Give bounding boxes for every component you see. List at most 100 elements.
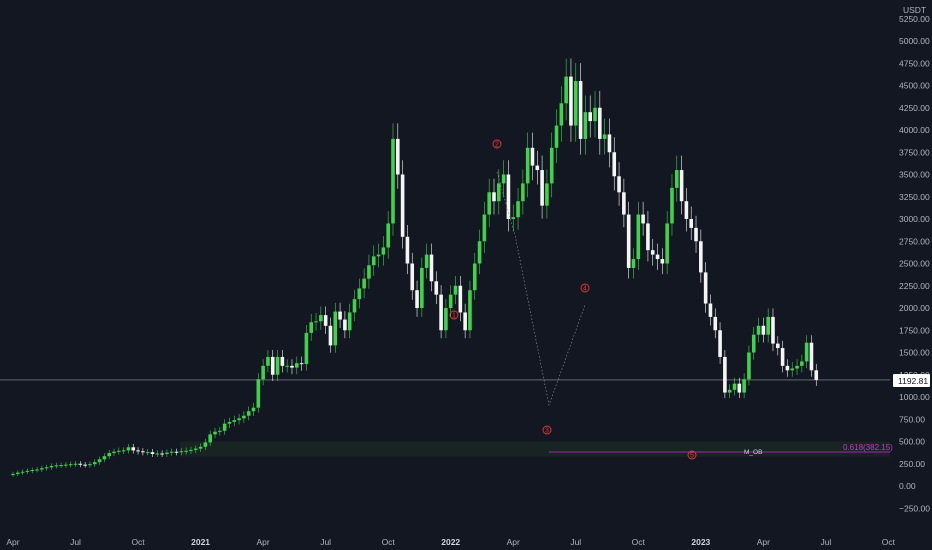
candle	[376, 243, 381, 268]
y-tick-label: 2750.00	[899, 236, 930, 246]
candle	[684, 188, 689, 232]
order-block-layer	[0, 379, 890, 457]
svg-text:5: 5	[690, 453, 694, 460]
candle	[559, 86, 564, 142]
candle	[107, 449, 111, 460]
candle	[237, 413, 241, 425]
candle	[193, 445, 198, 454]
candle	[232, 415, 237, 427]
wave-5-label: 5	[687, 450, 697, 460]
svg-text:4: 4	[583, 286, 587, 293]
candle	[492, 178, 496, 215]
y-tick-label: 750.00	[899, 414, 925, 424]
wave-2-label: 2	[492, 139, 502, 149]
candle	[261, 359, 265, 386]
candle	[179, 448, 184, 456]
candle	[78, 461, 83, 468]
x-tick-label: Apr	[6, 537, 19, 547]
candle	[713, 308, 718, 339]
order-block-zone	[180, 441, 890, 457]
candle	[386, 211, 390, 259]
candle	[742, 373, 746, 399]
candle	[434, 271, 439, 305]
candle	[578, 63, 583, 155]
candle	[472, 252, 477, 300]
candle	[92, 459, 97, 467]
candle	[131, 443, 136, 454]
candle	[699, 229, 703, 283]
wave-path	[496, 171, 586, 407]
candle	[222, 419, 227, 435]
y-tick-label: 2000.00	[899, 303, 930, 313]
candle	[487, 178, 491, 228]
candle	[429, 243, 434, 292]
candle	[198, 443, 203, 452]
candle	[804, 335, 809, 369]
candle	[309, 313, 314, 341]
candle-series	[11, 58, 819, 477]
candle	[174, 448, 179, 456]
candle	[73, 461, 78, 467]
candle	[400, 160, 405, 249]
candle	[121, 447, 126, 455]
candle	[660, 248, 665, 275]
candle	[617, 162, 621, 206]
candle	[218, 426, 222, 436]
candle	[59, 462, 63, 468]
candle	[49, 463, 54, 470]
candle	[347, 303, 352, 339]
candle	[333, 302, 338, 353]
candle	[497, 169, 501, 215]
y-tick-label: 3250.00	[899, 192, 930, 202]
svg-text:2: 2	[495, 142, 499, 149]
candle	[410, 252, 415, 300]
candle	[203, 438, 208, 451]
candle	[338, 302, 342, 329]
candle	[424, 243, 429, 279]
candle	[689, 206, 694, 241]
y-tick-label: 250.00	[899, 459, 925, 469]
candle	[703, 262, 708, 313]
wave-4-label: 4	[580, 283, 590, 293]
y-tick-label: 4000.00	[899, 125, 930, 135]
wave-1-label: 1	[449, 310, 459, 320]
candle	[569, 58, 573, 142]
candle	[251, 402, 256, 417]
candle	[785, 359, 790, 377]
candle	[136, 447, 140, 455]
candle	[670, 174, 674, 236]
candle	[602, 118, 607, 155]
y-tick-label: 4500.00	[899, 81, 930, 91]
candle	[650, 238, 655, 266]
candle	[280, 350, 285, 373]
candle	[751, 326, 756, 360]
x-tick-label: Apr	[757, 537, 770, 547]
candle	[20, 469, 25, 475]
y-tick-label: 2250.00	[899, 281, 930, 291]
candle	[790, 362, 795, 377]
candle	[809, 335, 814, 377]
fib-level-label: 0.618(382.15)	[843, 443, 893, 452]
y-tick-label: 2500.00	[899, 259, 930, 269]
candle	[521, 169, 525, 215]
y-tick-label: −250.00	[899, 503, 930, 513]
candle	[314, 312, 318, 331]
candle	[30, 467, 35, 474]
candle	[391, 123, 395, 236]
candle	[780, 340, 785, 373]
candle	[362, 268, 366, 299]
candle	[189, 446, 193, 455]
candle	[439, 285, 443, 339]
candle	[549, 132, 554, 198]
elliott-wave-layer	[496, 171, 586, 407]
candle	[506, 160, 511, 232]
x-tick-label: 2023	[691, 537, 710, 547]
candle	[626, 201, 631, 279]
candle	[323, 306, 328, 334]
candle	[756, 317, 761, 343]
candle	[270, 350, 275, 381]
last-price-value: 1192.81	[898, 376, 928, 386]
candle	[97, 456, 102, 465]
